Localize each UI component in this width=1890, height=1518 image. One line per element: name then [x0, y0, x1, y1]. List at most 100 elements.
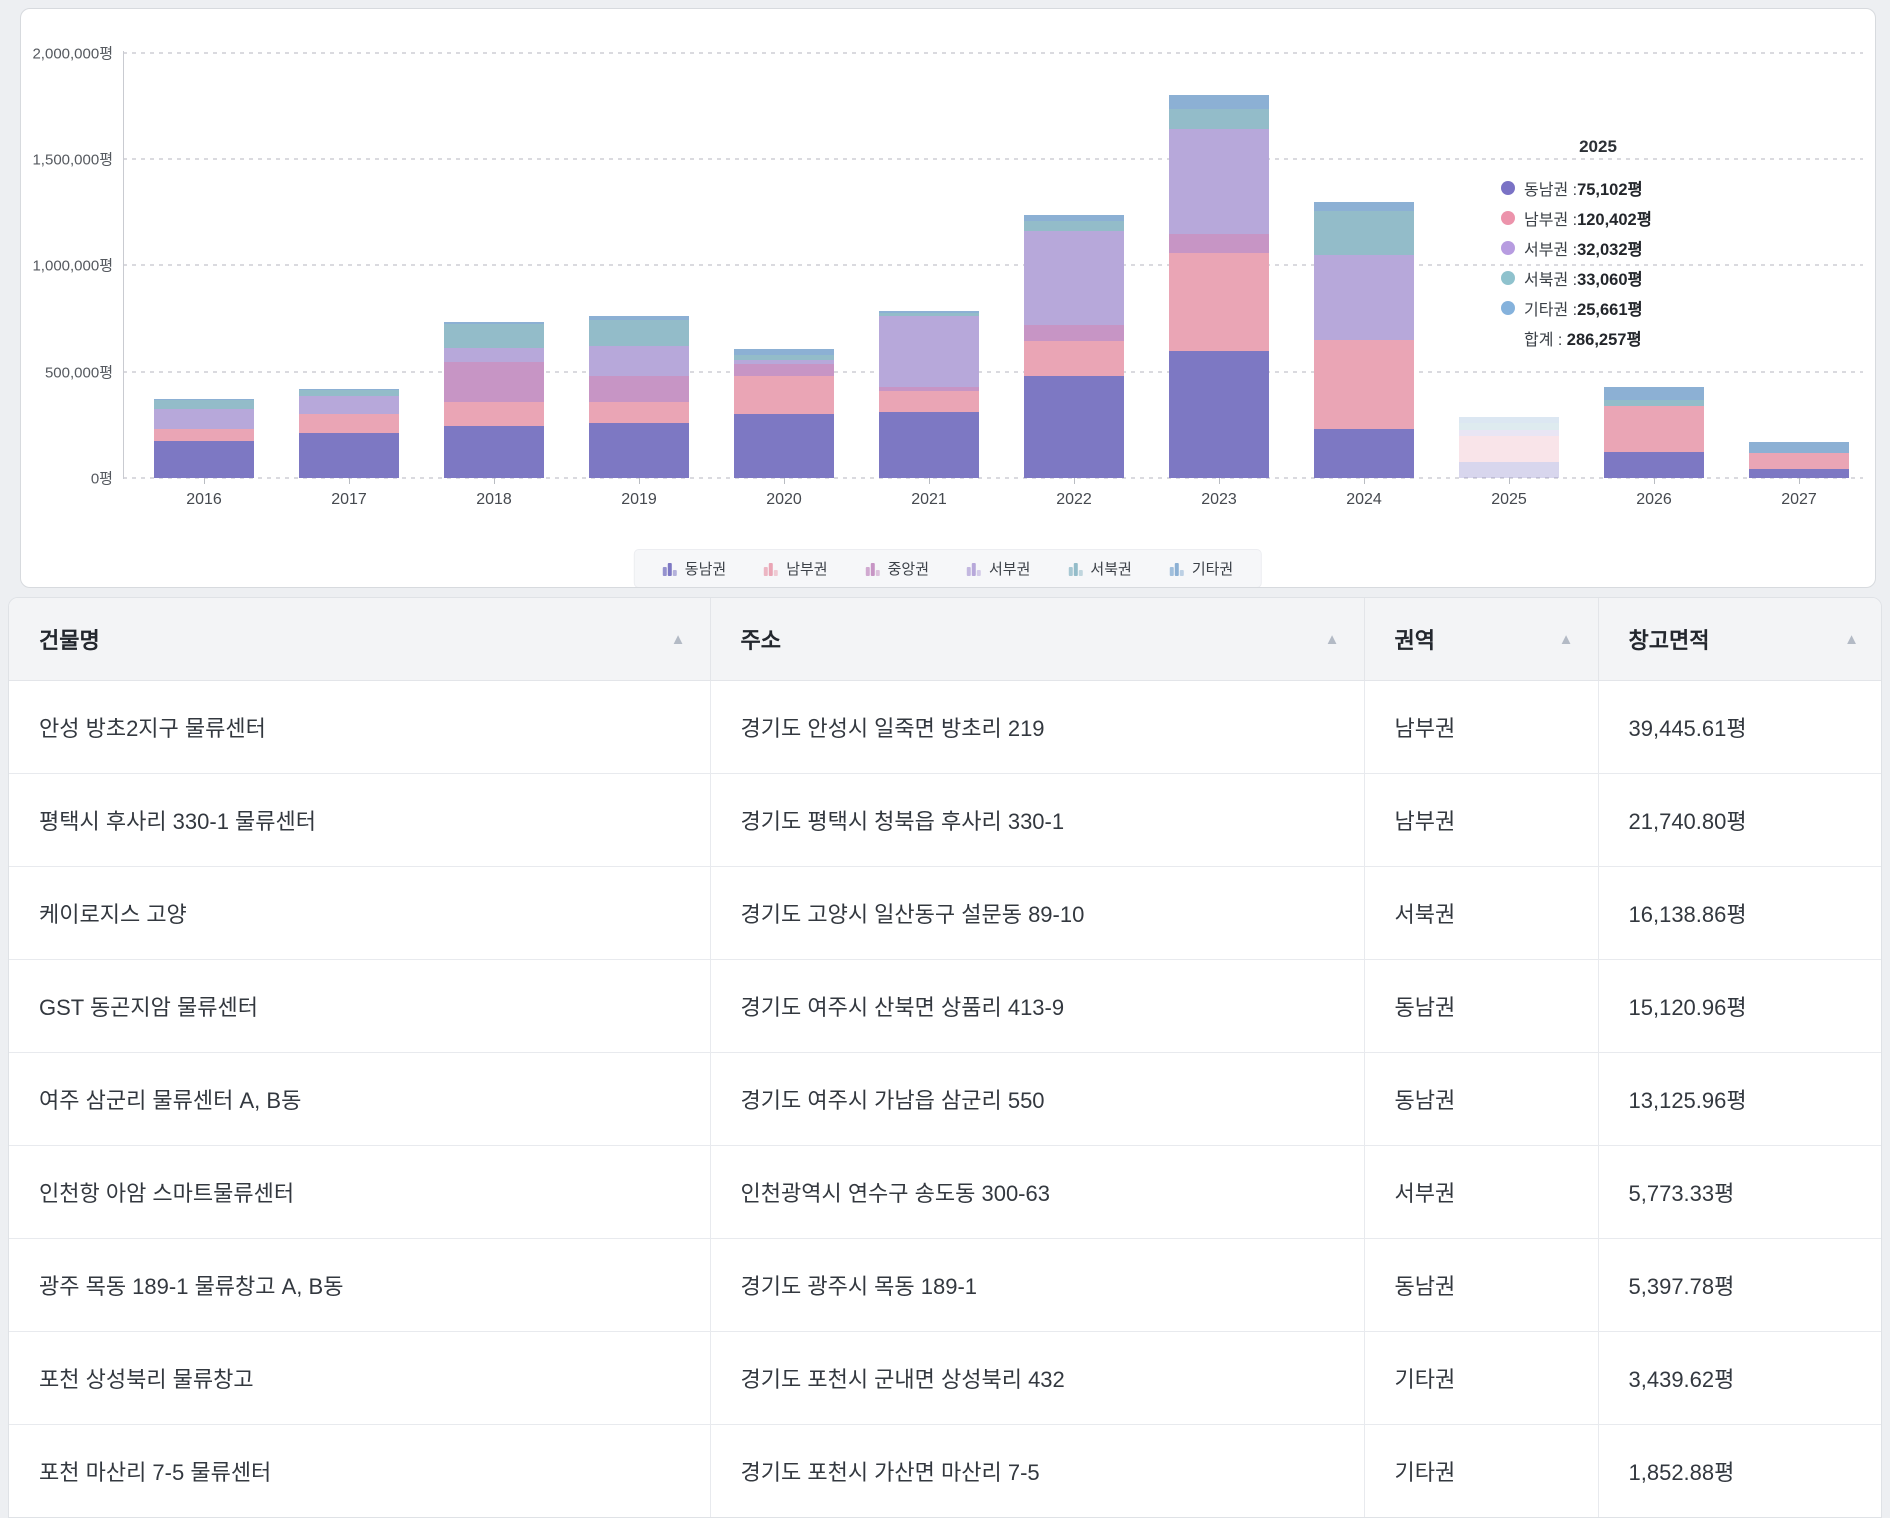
- tooltip-total-label: 합계 :: [1524, 332, 1567, 349]
- legend-item-동남권[interactable]: 동남권: [662, 558, 726, 579]
- sort-ascending-icon[interactable]: ▲: [670, 630, 686, 648]
- bar-2021[interactable]: [879, 310, 979, 478]
- bar-segment-서북권-2022[interactable]: [1024, 220, 1124, 231]
- bar-segment-중앙권-2022[interactable]: [1024, 324, 1124, 341]
- bar-segment-동남권-2022[interactable]: [1024, 375, 1124, 478]
- table-row[interactable]: 평택시 후사리 330-1 물류센터 경기도 평택시 청북읍 후사리 330-1 남…: [9, 773, 1881, 867]
- bar-segment-기타권-2018[interactable]: [444, 322, 544, 325]
- bar-segment-서부권-2019[interactable]: [589, 346, 689, 377]
- bar-segment-서북권-2019[interactable]: [589, 320, 689, 347]
- bar-segment-서북권-2023[interactable]: [1169, 108, 1269, 129]
- bar-segment-동남권-2018[interactable]: [444, 425, 544, 478]
- bar-segment-서북권-2016[interactable]: [154, 400, 254, 409]
- column-header-권역[interactable]: 권역 ▲: [1364, 598, 1599, 681]
- bar-segment-서부권-2022[interactable]: [1024, 230, 1124, 325]
- bar-2017[interactable]: [299, 389, 399, 478]
- table-row[interactable]: 포천 마산리 7-5 물류센터 경기도 포천시 가산면 마산리 7-5 기타권 1,8…: [9, 1424, 1881, 1517]
- bar-segment-동남권-2020[interactable]: [734, 414, 834, 478]
- bar-segment-기타권-2016[interactable]: [154, 399, 254, 401]
- bar-segment-남부권-2023[interactable]: [1169, 252, 1269, 351]
- bar-segment-중앙권-2023[interactable]: [1169, 234, 1269, 253]
- table-row[interactable]: 케이로지스 고양 경기도 고양시 일산동구 설문동 89-10 서북권 16,138.…: [9, 866, 1881, 960]
- bar-segment-기타권-2024[interactable]: [1314, 202, 1414, 212]
- gridline: [123, 264, 1863, 267]
- bar-segment-서부권-2020[interactable]: [734, 360, 834, 364]
- legend-item-서부권[interactable]: 서부권: [967, 558, 1030, 579]
- bar-segment-기타권-2025[interactable]: [1459, 417, 1559, 423]
- bar-2022[interactable]: [1024, 215, 1124, 478]
- column-header-창고면적[interactable]: 창고면적 ▲: [1598, 598, 1881, 681]
- bar-segment-동남권-2019[interactable]: [589, 423, 689, 478]
- sort-ascending-icon[interactable]: ▲: [1324, 630, 1340, 648]
- bar-segment-동남권-2016[interactable]: [154, 440, 254, 478]
- bar-2024[interactable]: [1314, 202, 1414, 478]
- bar-segment-서부권-2017[interactable]: [299, 395, 399, 415]
- bar-segment-서부권-2021[interactable]: [879, 316, 979, 387]
- bar-segment-동남권-2024[interactable]: [1314, 429, 1414, 478]
- column-header-주소[interactable]: 주소 ▲: [710, 598, 1365, 681]
- bar-2025[interactable]: [1459, 417, 1559, 478]
- bar-segment-남부권-2018[interactable]: [444, 402, 544, 426]
- column-header-건물명[interactable]: 건물명 ▲: [9, 598, 711, 681]
- legend-item-중앙권[interactable]: 중앙권: [865, 558, 929, 579]
- bar-segment-서부권-2025[interactable]: [1459, 429, 1559, 437]
- bar-segment-서북권-2017[interactable]: [299, 390, 399, 396]
- bar-segment-중앙권-2019[interactable]: [589, 376, 689, 402]
- bar-segment-동남권-2023[interactable]: [1169, 350, 1269, 478]
- bar-segment-남부권-2026[interactable]: [1604, 405, 1704, 453]
- table-row[interactable]: 광주 목동 189-1 물류창고 A, B동 경기도 광주시 목동 189-1 동남…: [9, 1238, 1881, 1332]
- bar-segment-남부권-2022[interactable]: [1024, 340, 1124, 376]
- bar-segment-중앙권-2018[interactable]: [444, 362, 544, 403]
- bar-segment-서북권-2025[interactable]: [1459, 422, 1559, 430]
- bar-segment-남부권-2016[interactable]: [154, 429, 254, 441]
- bar-segment-남부권-2019[interactable]: [589, 401, 689, 424]
- bar-2023[interactable]: [1169, 95, 1269, 478]
- bar-segment-서북권-2024[interactable]: [1314, 211, 1414, 256]
- table-row[interactable]: GST 동곤지암 물류센터 경기도 여주시 산북면 상품리 413-9 동남권 15,…: [9, 959, 1881, 1053]
- bar-segment-남부권-2024[interactable]: [1314, 339, 1414, 430]
- bar-segment-중앙권-2020[interactable]: [734, 363, 834, 376]
- bar-segment-기타권-2019[interactable]: [589, 316, 689, 321]
- bar-segment-기타권-2023[interactable]: [1169, 95, 1269, 109]
- bar-segment-남부권-2021[interactable]: [879, 390, 979, 413]
- sort-ascending-icon[interactable]: ▲: [1844, 630, 1859, 648]
- bar-2027[interactable]: [1749, 441, 1849, 478]
- table-row[interactable]: 포천 상성북리 물류창고 경기도 포천시 군내면 상성북리 432 기타권 3,439…: [9, 1331, 1881, 1425]
- bar-segment-남부권-2017[interactable]: [299, 414, 399, 433]
- bar-2026[interactable]: [1604, 386, 1704, 478]
- table-row[interactable]: 안성 방초2지구 물류센터 경기도 안성시 일죽면 방초리 219 남부권 39,44…: [9, 680, 1881, 774]
- bar-segment-남부권-2020[interactable]: [734, 375, 834, 415]
- table-row[interactable]: 인천항 아암 스마트물류센터 인천광역시 연수구 송도동 300-63 서부권 5,7…: [9, 1145, 1881, 1239]
- bar-segment-남부권-2027[interactable]: [1749, 452, 1849, 469]
- bar-segment-서부권-2016[interactable]: [154, 408, 254, 430]
- bar-segment-동남권-2017[interactable]: [299, 432, 399, 478]
- bar-segment-동남권-2026[interactable]: [1604, 452, 1704, 478]
- bar-segment-기타권-2020[interactable]: [734, 349, 834, 355]
- bar-segment-기타권-2022[interactable]: [1024, 215, 1124, 221]
- legend-item-서북권[interactable]: 서북권: [1068, 558, 1132, 579]
- bar-segment-기타권-2021[interactable]: [879, 310, 979, 313]
- bar-segment-동남권-2021[interactable]: [879, 412, 979, 478]
- legend-item-기타권[interactable]: 기타권: [1169, 558, 1233, 579]
- legend-item-남부권[interactable]: 남부권: [764, 558, 828, 579]
- table-row[interactable]: 여주 삼군리 물류센터 A, B동 경기도 여주시 가남읍 삼군리 550 동남권 1…: [9, 1052, 1881, 1146]
- bar-2018[interactable]: [444, 322, 544, 478]
- bar-2016[interactable]: [154, 399, 254, 478]
- bar-segment-남부권-2025[interactable]: [1459, 436, 1559, 463]
- bar-segment-중앙권-2021[interactable]: [879, 386, 979, 391]
- bar-segment-동남권-2025[interactable]: [1459, 462, 1559, 478]
- bar-segment-서북권-2021[interactable]: [879, 312, 979, 317]
- bar-segment-서북권-2026[interactable]: [1604, 399, 1704, 406]
- bar-segment-기타권-2027[interactable]: [1749, 441, 1849, 453]
- bar-segment-서부권-2018[interactable]: [444, 347, 544, 363]
- bar-2020[interactable]: [734, 349, 834, 478]
- bar-segment-기타권-2026[interactable]: [1604, 386, 1704, 400]
- bar-segment-서북권-2020[interactable]: [734, 354, 834, 361]
- sort-ascending-icon[interactable]: ▲: [1558, 630, 1574, 648]
- bar-segment-서북권-2018[interactable]: [444, 324, 544, 348]
- bar-segment-기타권-2017[interactable]: [299, 389, 399, 391]
- bar-2019[interactable]: [589, 316, 689, 478]
- bar-segment-서부권-2024[interactable]: [1314, 255, 1414, 340]
- bar-segment-동남권-2027[interactable]: [1749, 468, 1849, 478]
- bar-segment-서부권-2023[interactable]: [1169, 128, 1269, 235]
